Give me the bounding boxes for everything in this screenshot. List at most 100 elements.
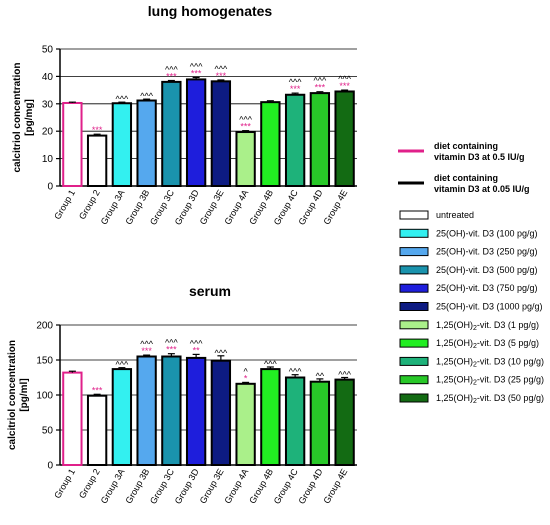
legend-box-swatch [399,393,429,403]
legend-label: diet containing vitamin D3 at 0.5 IU/g [434,141,525,162]
bar [111,368,133,467]
y-tick-label: 0 [47,182,53,193]
legend-text: -vit. D3 (1 pg/g) [477,320,539,330]
legend-text: 1,25(OH) [436,338,473,348]
x-tick-label: Group 4A [222,467,250,505]
legend-label-line: vitamin D3 at 0.05 IU/g [434,184,530,194]
y-tick-label: 40 [42,72,54,83]
significance-marker: *** [339,81,350,91]
legend-label: untreated [436,210,474,220]
y-axis-label: calcitriol concentration[pg/ml] [7,340,30,450]
legend: diet containing vitamin D3 at 0.5 IU/gdie… [398,141,544,405]
legend-label: 25(OH)-vit. D3 (750 pg/g) [436,283,538,293]
significance-marker: *** [92,385,103,395]
significance-marker: ^^^ [289,367,302,377]
legend-text: 1,25(OH) [436,375,473,385]
x-tick-label: Group 4E [321,467,349,505]
significance-marker: *** [166,345,177,355]
bar [235,382,256,466]
legend-text: -vit. D3 (25 pg/g) [477,375,544,385]
legend-text: 1,25(OH) [436,393,473,403]
significance-marker: ^^^ [165,65,178,75]
subscript: 2 [473,398,477,405]
legend-box-swatch [399,338,429,348]
y-tick-label: 150 [36,356,53,367]
significance-marker: ^^^ [165,338,178,348]
x-tick-label: Group 3A [99,467,127,505]
significance-marker: *** [92,125,103,135]
bar [334,90,355,187]
y-axis-label-line: calcitriol concentration [7,340,18,450]
legend-label-line: 25(OH)-vit. D3 (250 pg/g) [436,247,538,257]
legend-box-swatch [399,375,429,385]
legend-label: 25(OH)-vit. D3 (500 pg/g) [436,265,538,275]
legend-label: 25(OH)-vit. D3 (1000 pg/g) [436,302,543,312]
bar [136,355,157,466]
y-tick-label: 50 [42,426,54,437]
y-tick-label: 100 [36,391,53,402]
legend-text: 1,25(OH) [436,320,473,330]
legend-label-line: 25(OH)-vit. D3 (1000 pg/g) [436,302,543,312]
x-tick-label: Group 3B [123,467,151,505]
lung-chart: lung homogenates calcitriol concentration… [12,3,357,227]
bar [86,394,108,467]
significance-marker: ^^^ [338,74,351,84]
y-tick-label: 10 [42,154,54,165]
serum-chart: serum calcitriol concentration[pg/ml] 0 50 1… [7,283,357,506]
legend-label: 1,25(OH)2-vit. D3 (1 pg/g) [436,320,539,332]
legend-label: 25(OH)-vit. D3 (100 pg/g) [436,228,538,238]
significance-marker: ^^^ [215,64,228,74]
x-tick-label: Group 2 [77,467,102,500]
bar [161,355,182,466]
significance-marker: ^^^ [239,115,252,125]
x-tick-label: Group 4A [222,188,250,226]
x-tick-label: Group 4E [321,188,349,226]
y-axis-label-line: [pg/mg] [24,99,35,136]
bar [185,78,207,187]
legend-label-line: 25(OH)-vit. D3 (500 pg/g) [436,265,538,275]
legend-box-swatch [399,320,429,330]
y-tick-label: 30 [42,99,54,110]
x-tick-label: Group 4B [247,467,275,505]
legend-box-swatch [399,210,429,220]
legend-label: diet containing vitamin D3 at 0.05 IU/g [434,173,530,194]
x-tick-label: Group 4B [247,188,275,226]
bar [185,356,207,466]
legend-label-line: diet containing [434,173,498,183]
y-tick-label: 0 [47,461,53,472]
significance-marker: ^^^ [140,91,153,101]
significance-marker: ^^^ [190,338,203,348]
legend-label: 1,25(OH)2-vit. D3 (10 pg/g) [436,356,544,368]
significance-marker: *** [166,72,177,82]
legend-label-line: 1,25(OH)2-vit. D3 (50 pg/g) [436,393,544,405]
x-tick-label: Group 3A [99,188,127,226]
significance-marker: *** [216,71,227,81]
y-axis-label-line: [pg/ml] [19,378,30,411]
bar [210,359,232,467]
bar [260,368,281,467]
x-tick-label: Group 3B [123,188,151,226]
subscript: 2 [473,325,477,332]
legend-label-line: 1,25(OH)2-vit. D3 (5 pg/g) [436,338,539,350]
legend-label: 1,25(OH)2-vit. D3 (25 pg/g) [436,375,544,387]
legend-label-line: diet containing [434,141,498,151]
legend-label-line: 25(OH)-vit. D3 (750 pg/g) [436,283,538,293]
legend-box-swatch [399,265,429,275]
legend-box-swatch [399,283,429,293]
legend-label-line: vitamin D3 at 0.5 IU/g [434,152,525,162]
legend-box-swatch [399,228,429,238]
legend-label-line: 1,25(OH)2-vit. D3 (25 pg/g) [436,375,544,387]
x-tick-label: Group 1 [52,467,77,500]
bar [284,376,306,466]
y-tick-label: 20 [42,127,54,138]
significance-marker: ^^^ [314,76,327,86]
significance-marker: ^^^ [289,77,302,87]
significance-marker: ^^^ [116,94,129,104]
x-tick-label: Group 2 [77,188,102,221]
significance-marker: ^^ [316,371,325,381]
legend-box-swatch [399,356,429,366]
bar [111,102,133,187]
legend-label-line: untreated [436,210,474,220]
legend-text: -vit. D3 (50 pg/g) [477,393,544,403]
legend-label-line: 1,25(OH)2-vit. D3 (1 pg/g) [436,320,539,332]
